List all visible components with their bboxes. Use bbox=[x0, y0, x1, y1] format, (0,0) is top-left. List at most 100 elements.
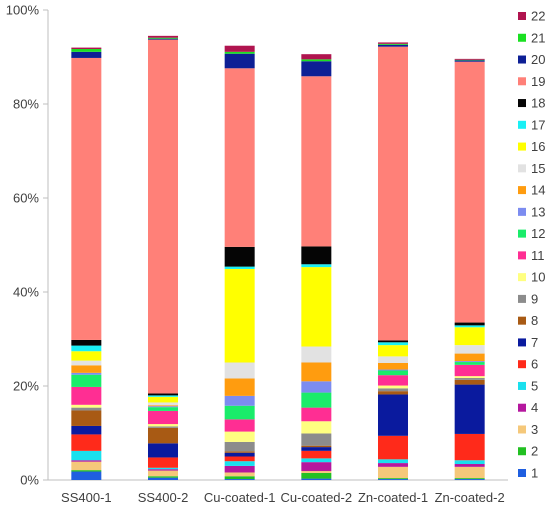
bar-segment-12 bbox=[378, 370, 408, 376]
bar-segment-3 bbox=[378, 466, 408, 479]
bar-segment-12 bbox=[301, 392, 332, 408]
bar-segment-17 bbox=[71, 345, 102, 352]
legend-swatch bbox=[518, 229, 526, 238]
bar-segment-19 bbox=[378, 46, 408, 341]
legend-swatch bbox=[518, 294, 526, 303]
legend-swatch bbox=[518, 403, 526, 412]
bar-segment-9 bbox=[224, 441, 255, 452]
bar-segment-22 bbox=[224, 45, 255, 52]
bar-segment-15 bbox=[148, 402, 178, 406]
legend-label: 4 bbox=[531, 400, 538, 415]
legend-item: 5 bbox=[518, 378, 538, 393]
bar-segment-14 bbox=[301, 362, 332, 382]
bar-segment-17 bbox=[301, 264, 332, 268]
legend-label: 21 bbox=[531, 30, 545, 45]
bar-segment-10 bbox=[454, 376, 485, 379]
bar-segment-14 bbox=[71, 365, 102, 373]
bar-segment-13 bbox=[454, 361, 485, 363]
bar-segment-1 bbox=[148, 477, 178, 480]
bar-segment-13 bbox=[148, 406, 178, 408]
x-tick-label: SS400-1 bbox=[61, 490, 112, 505]
bar-segment-1 bbox=[71, 471, 102, 480]
legend-label: 2 bbox=[531, 444, 538, 459]
legend-label: 22 bbox=[531, 9, 545, 24]
bar-segment-12 bbox=[148, 407, 178, 411]
bar-segment-19 bbox=[224, 68, 255, 247]
bar-segment-17 bbox=[224, 266, 255, 269]
bar-segment-4 bbox=[71, 460, 102, 462]
y-tick-label: 80% bbox=[13, 97, 39, 112]
legend-item: 2 bbox=[518, 444, 538, 459]
bar-segment-1 bbox=[378, 479, 408, 480]
bar-segment-20 bbox=[224, 53, 255, 69]
bar-segment-13 bbox=[378, 369, 408, 371]
bar-segment-2 bbox=[148, 476, 178, 478]
legend-swatch bbox=[518, 99, 526, 108]
legend-swatch bbox=[518, 251, 526, 260]
bar-segment-2 bbox=[71, 470, 102, 472]
legend-swatch bbox=[518, 360, 526, 369]
bar-segment-15 bbox=[301, 346, 332, 363]
bar-segment-18 bbox=[224, 246, 255, 267]
legend-item: 20 bbox=[518, 52, 545, 67]
legend-item: 3 bbox=[518, 422, 538, 437]
bar-segment-12 bbox=[71, 374, 102, 387]
bar-segment-6 bbox=[148, 457, 178, 468]
legend-label: 3 bbox=[531, 422, 538, 437]
legend-item: 8 bbox=[518, 313, 538, 328]
x-tick-label: SS400-2 bbox=[138, 490, 189, 505]
bar-segment-7 bbox=[148, 443, 178, 458]
bar-segment-21 bbox=[224, 51, 255, 54]
y-tick-label: 20% bbox=[13, 379, 39, 394]
legend-label: 15 bbox=[531, 161, 545, 176]
bar-segment-18 bbox=[454, 322, 485, 326]
bar-segment-21 bbox=[454, 59, 485, 61]
legend-swatch bbox=[518, 186, 526, 195]
bar-segment-14 bbox=[378, 362, 408, 370]
bar-segment-3 bbox=[71, 461, 102, 471]
bar-segment-8 bbox=[301, 445, 332, 448]
legend-swatch bbox=[518, 338, 526, 347]
legend-item: 4 bbox=[518, 400, 538, 415]
bar-segment-18 bbox=[378, 340, 408, 343]
legend-swatch bbox=[518, 316, 526, 325]
bar-segment-15 bbox=[378, 356, 408, 363]
legend-label: 16 bbox=[531, 139, 545, 154]
legend-item: 16 bbox=[518, 139, 545, 154]
legend-label: 5 bbox=[531, 378, 538, 393]
bar-stack bbox=[71, 47, 102, 480]
legend-item: 11 bbox=[518, 248, 545, 263]
x-tick-label: Cu-coated-2 bbox=[281, 490, 353, 505]
bar-segment-16 bbox=[148, 396, 178, 403]
legend-item: 19 bbox=[518, 74, 545, 89]
bar-segment-19 bbox=[454, 61, 485, 323]
bar-segment-8 bbox=[71, 410, 102, 426]
bar-segment-18 bbox=[71, 339, 102, 346]
bar-segment-2 bbox=[224, 476, 255, 480]
bar-segment-5 bbox=[71, 450, 102, 461]
legend-swatch bbox=[518, 425, 526, 434]
bar-segment-5 bbox=[454, 460, 485, 465]
bar-segment-22 bbox=[454, 58, 485, 60]
legend-label: 9 bbox=[531, 291, 538, 306]
legend-item: 12 bbox=[518, 226, 545, 241]
bar-segment-7 bbox=[378, 394, 408, 436]
bar-segment-9 bbox=[301, 433, 332, 446]
bar-segment-7 bbox=[71, 425, 102, 435]
legend-item: 13 bbox=[518, 204, 545, 219]
bar-segment-20 bbox=[71, 51, 102, 58]
legend-label: 13 bbox=[531, 204, 545, 219]
legend-label: 20 bbox=[531, 52, 545, 67]
bar-stack bbox=[148, 35, 178, 480]
bar-segment-10 bbox=[301, 421, 332, 434]
bar-segment-11 bbox=[71, 386, 102, 405]
legend-swatch bbox=[518, 164, 526, 173]
bar-segment-19 bbox=[301, 76, 332, 247]
bar-stack bbox=[224, 45, 255, 480]
bar-segment-12 bbox=[224, 405, 255, 420]
bar-segment-7 bbox=[301, 447, 332, 451]
bar-segment-20 bbox=[148, 38, 178, 40]
bar-segment-4 bbox=[148, 469, 178, 471]
